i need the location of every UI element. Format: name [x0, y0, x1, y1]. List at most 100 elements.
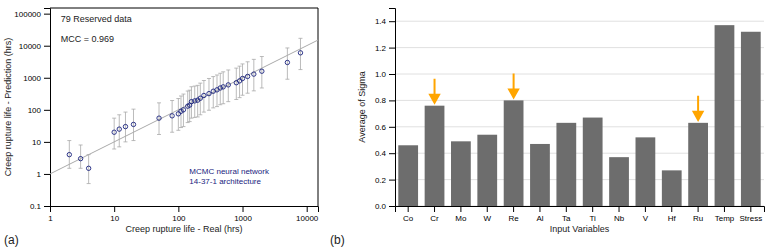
grid-line	[395, 153, 764, 154]
bar	[662, 170, 682, 206]
tick-mark	[389, 21, 395, 22]
tick-label: 100000	[14, 10, 41, 19]
tick: 10	[110, 206, 119, 223]
tick: 1	[48, 206, 53, 223]
point	[170, 114, 174, 118]
error-bars	[67, 38, 302, 183]
grid-line	[395, 100, 764, 101]
highlight-arrow	[430, 79, 439, 103]
tick: 0.1	[30, 202, 50, 211]
tick-label: V	[643, 214, 649, 223]
plot-frame	[50, 8, 318, 9]
tick-label: Al	[536, 214, 543, 223]
tick-label: 0.2	[375, 176, 387, 185]
tick-label: 10000	[19, 42, 42, 51]
axis-line	[51, 207, 319, 213]
tick-mark	[44, 206, 50, 207]
tick-mark	[487, 206, 488, 212]
axis-line	[389, 9, 396, 207]
tick: 10	[32, 138, 50, 147]
error-bar	[112, 118, 116, 149]
tick-mark	[698, 206, 699, 212]
tick: Hf	[668, 206, 677, 223]
tick-label: 1.2	[375, 44, 387, 53]
tick-label: Cr	[430, 214, 439, 223]
tick-label: 0.4	[375, 149, 387, 158]
tick-label: W	[483, 214, 491, 223]
point	[226, 83, 230, 87]
bars	[398, 25, 760, 206]
tick-label: 1.0	[375, 70, 387, 79]
tick-mark	[389, 153, 395, 154]
tick-mark	[592, 206, 593, 212]
tick: Stress	[739, 206, 762, 223]
tick: Ti	[589, 206, 596, 223]
error-bar	[176, 99, 180, 131]
tick: 1.4	[375, 17, 395, 26]
tick-mark	[44, 110, 50, 111]
chart-svg: 1101001000100000.11101001000100001000007…	[0, 0, 769, 248]
error-bar	[67, 141, 71, 169]
x-axis: 110100100010000	[48, 206, 319, 223]
bar	[556, 123, 576, 206]
tick: 1000	[23, 74, 50, 83]
tick-mark	[566, 206, 567, 212]
tick: Nb	[614, 206, 625, 223]
tick: 0.0	[375, 202, 395, 211]
tick-mark	[671, 206, 672, 212]
bar	[398, 145, 418, 206]
error-bar	[123, 112, 127, 142]
tick-mark	[724, 206, 725, 212]
tick-label: 1000	[23, 74, 41, 83]
grid-line	[395, 47, 764, 48]
bar	[583, 118, 603, 206]
axis-line	[396, 207, 765, 213]
tick-label: Ta	[562, 214, 571, 223]
tick-mark	[44, 14, 50, 15]
bar	[530, 144, 550, 206]
tick-mark	[44, 78, 50, 79]
annotation: MCC = 0.969	[61, 34, 114, 44]
point	[260, 69, 264, 73]
grid-line	[395, 179, 764, 180]
tick: 100	[28, 106, 50, 115]
error-bar	[252, 59, 256, 91]
tick-mark	[389, 127, 395, 128]
tick-label: Co	[403, 214, 414, 223]
tick-mark	[389, 48, 395, 49]
tick-label: 0.6	[375, 123, 387, 132]
error-bar	[207, 78, 211, 110]
point	[86, 166, 90, 170]
error-bar	[241, 64, 245, 95]
tick-label: Hf	[668, 214, 677, 223]
error-bar	[198, 83, 202, 115]
point	[298, 51, 302, 55]
tick-label: 10	[110, 214, 119, 223]
tick-mark	[389, 100, 395, 101]
tick: Ru	[693, 206, 703, 223]
error-bar	[196, 85, 200, 117]
tick: 0.6	[375, 123, 395, 132]
tick-label: 10000	[296, 214, 319, 223]
x-axis-title: Creep rupture life - Real (hrs)	[125, 224, 242, 234]
grid-line	[395, 126, 764, 127]
x-axis-title: Input Variables	[550, 224, 610, 234]
tick-mark	[114, 206, 115, 212]
tick-mark	[513, 206, 514, 212]
point	[112, 130, 116, 134]
tick: Cr	[430, 206, 439, 223]
grid-line	[395, 21, 764, 22]
tick-mark	[619, 206, 620, 212]
tick-mark	[434, 206, 435, 212]
tick-mark	[44, 46, 50, 47]
error-bar	[79, 145, 83, 168]
tick-mark	[44, 142, 50, 143]
tick: 0.2	[375, 176, 395, 185]
tick: 10000	[19, 42, 50, 51]
error-bar	[285, 48, 289, 79]
tick-mark	[44, 174, 50, 175]
y-axis: 0.1110100100010000100000	[14, 9, 50, 212]
tick-label: Mo	[455, 214, 467, 223]
error-bar	[234, 68, 238, 99]
tick: W	[483, 206, 491, 223]
